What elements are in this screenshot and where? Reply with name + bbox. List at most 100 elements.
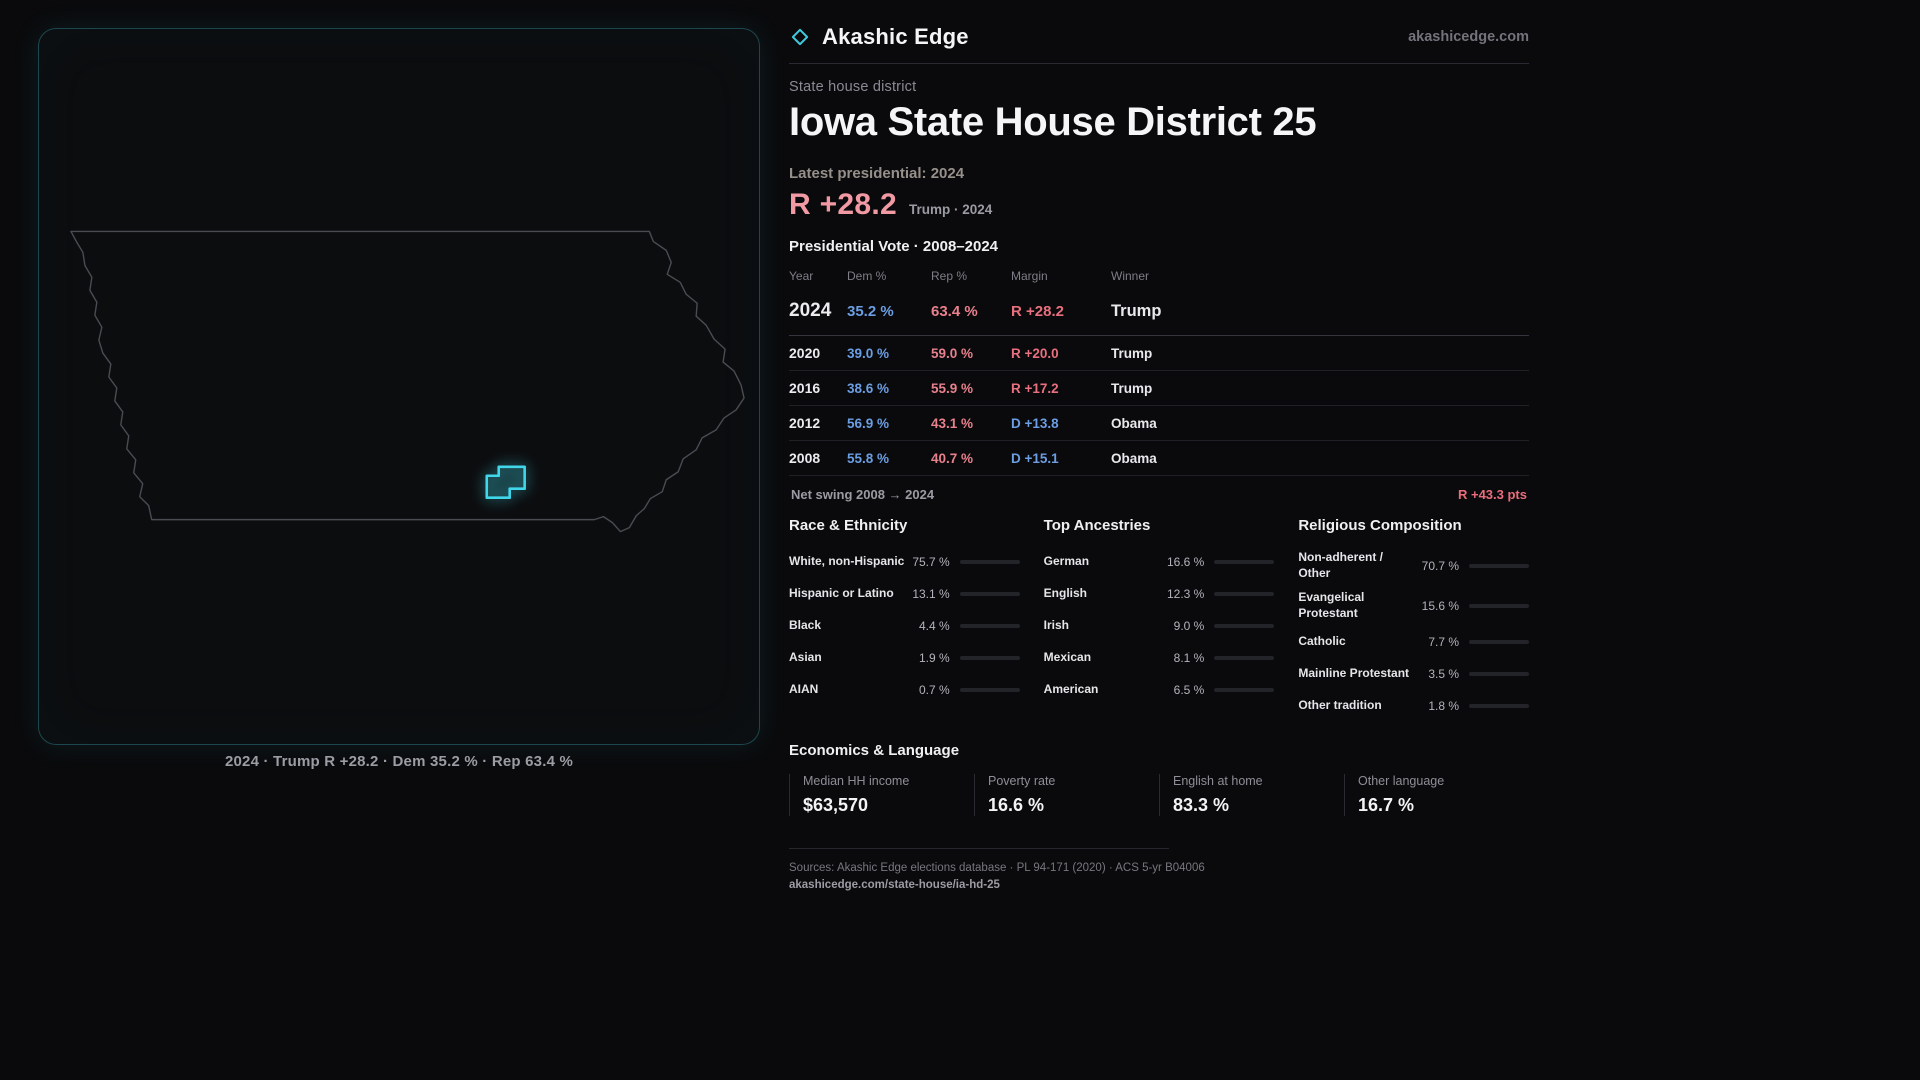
- religion-label: Other tradition: [1298, 698, 1382, 713]
- dem-cell: 55.8 %: [847, 451, 890, 466]
- vote-row-2024: 2024 35.2 % 63.4 % R +28.2 Trump: [789, 290, 1529, 336]
- race-value: 75.7 %: [912, 554, 950, 569]
- race-row: AIAN 0.7 %: [789, 678, 1020, 701]
- ancestries-column: Top Ancestries German 16.6 % English 12.…: [1044, 517, 1275, 726]
- religion-value: 15.6 %: [1421, 598, 1460, 613]
- ancestry-label: German: [1043, 553, 1090, 568]
- stat-english-at-home: English at home 83.3 %: [1159, 774, 1344, 817]
- religion-value: 1.8 %: [1428, 698, 1460, 713]
- ancestry-row: Irish 9.0 %: [1044, 614, 1275, 637]
- winner-cell: Obama: [1111, 416, 1157, 431]
- permalink-link[interactable]: akashicedge.com/state-house/ia-hd-25: [789, 879, 1000, 892]
- religion-bar: [1469, 671, 1530, 676]
- ancestry-bar: [1214, 687, 1275, 692]
- rep-cell: 55.9 %: [931, 381, 974, 396]
- religion-value: 70.7 %: [1421, 558, 1460, 573]
- race-label: White, non-Hispanic: [789, 553, 905, 568]
- rep-cell: 59.0 %: [931, 346, 974, 361]
- col-margin: Margin: [1011, 269, 1048, 283]
- stat-value: 16.6 %: [988, 795, 1045, 816]
- district-25-highlight: [485, 465, 526, 499]
- vote-table-title: Presidential Vote · 2008–2024: [789, 238, 999, 255]
- religion-bar: [1469, 603, 1530, 608]
- presidential-vote-table: Year Dem % Rep % Margin Winner 2024 35.2…: [789, 263, 1529, 476]
- ancestry-row: American 6.5 %: [1044, 678, 1275, 701]
- ancestry-bar: [1214, 655, 1275, 660]
- vote-row-2008: 2008 55.8 % 40.7 % D +15.1 Obama: [789, 441, 1529, 476]
- ancestry-row: Mexican 8.1 %: [1044, 646, 1275, 669]
- header: Akashic Edge akashicedge.com: [789, 24, 1529, 64]
- vote-row-2016: 2016 38.6 % 55.9 % R +17.2 Trump: [789, 371, 1529, 406]
- winner-cell: Trump: [1111, 381, 1153, 396]
- race-row: Black 4.4 %: [789, 614, 1020, 637]
- site-link[interactable]: akashicedge.com: [1408, 29, 1529, 45]
- diamond-logo-icon: [791, 28, 809, 46]
- religion-label: Non-adherent / Other: [1298, 550, 1384, 580]
- race-value: 0.7 %: [918, 682, 950, 697]
- headline-margin-row: R +28.2 Trump · 2024: [789, 188, 1529, 222]
- race-label: AIAN: [789, 681, 819, 696]
- map-caption: 2024 · Trump R +28.2 · Dem 35.2 % · Rep …: [224, 753, 574, 770]
- headline-margin-value: R +28.2: [789, 188, 898, 221]
- stat-label: Other language: [1358, 774, 1445, 789]
- stat-poverty-rate: Poverty rate 16.6 %: [974, 774, 1159, 817]
- stat-value: 83.3 %: [1173, 795, 1230, 816]
- stat-value: 16.7 %: [1358, 795, 1415, 816]
- stat-label: English at home: [1173, 774, 1263, 789]
- vote-row-2012: 2012 56.9 % 43.1 % D +13.8 Obama: [789, 406, 1529, 441]
- ancestry-bar: [1214, 559, 1275, 564]
- margin-cell: D +15.1: [1011, 451, 1059, 466]
- vote-table-header: Year Dem % Rep % Margin Winner: [789, 263, 1529, 290]
- ancestry-value: 12.3 %: [1166, 586, 1205, 601]
- ancestry-bar: [1214, 591, 1275, 596]
- religion-row: Non-adherent / Other 70.7 %: [1298, 550, 1530, 581]
- year-cell: 2024: [789, 300, 832, 321]
- margin-cell: R +28.2: [1011, 303, 1064, 320]
- race-bar: [959, 623, 1020, 628]
- iowa-state-outline: [70, 230, 745, 533]
- winner-cell: Obama: [1111, 451, 1157, 466]
- demographics-section: Race & Ethnicity White, non-Hispanic 75.…: [789, 517, 1530, 726]
- race-label: Hispanic or Latino: [789, 585, 894, 600]
- religion-column: Religious Composition Non-adherent / Oth…: [1298, 517, 1530, 726]
- race-bar: [959, 655, 1020, 660]
- race-row: Hispanic or Latino 13.1 %: [789, 582, 1020, 605]
- year-cell: 2020: [789, 345, 821, 361]
- race-ethnicity-column: Race & Ethnicity White, non-Hispanic 75.…: [789, 517, 1020, 726]
- religion-value: 3.5 %: [1428, 666, 1460, 681]
- ancestry-label: American: [1043, 681, 1099, 696]
- brand-name: Akashic Edge: [822, 24, 969, 49]
- winner-cell: Trump: [1111, 346, 1153, 361]
- religion-row: Evangelical Protestant 15.6 %: [1298, 590, 1530, 621]
- margin-cell: R +20.0: [1011, 346, 1059, 361]
- dem-cell: 39.0 %: [847, 346, 890, 361]
- dem-cell: 56.9 %: [847, 416, 890, 431]
- margin-cell: R +17.2: [1011, 381, 1059, 396]
- race-value: 13.1 %: [912, 586, 950, 601]
- religion-row: Mainline Protestant 3.5 %: [1298, 662, 1530, 685]
- col-winner: Winner: [1111, 269, 1150, 283]
- vote-row-2020: 2020 39.0 % 59.0 % R +20.0 Trump: [789, 336, 1529, 371]
- col-year: Year: [789, 269, 814, 283]
- net-swing-row: Net swing 2008 → 2024 R +43.3 pts: [789, 476, 1529, 502]
- sources-line: Sources: Akashic Edge elections database…: [789, 862, 1205, 875]
- religion-label: Catholic: [1298, 634, 1346, 649]
- ancestry-row: German 16.6 %: [1044, 550, 1275, 573]
- headline-margin-sub: Trump · 2024: [909, 202, 993, 217]
- ancestry-value: 6.5 %: [1173, 682, 1205, 697]
- ancestry-value: 8.1 %: [1173, 650, 1205, 665]
- race-row: White, non-Hispanic 75.7 %: [789, 550, 1020, 573]
- stat-median-income: Median HH income $63,570: [789, 774, 974, 817]
- race-row: Asian 1.9 %: [789, 646, 1020, 669]
- latest-presidential-label: Latest presidential: 2024: [789, 165, 965, 182]
- race-value: 4.4 %: [918, 618, 950, 633]
- winner-cell: Trump: [1111, 302, 1162, 320]
- rep-cell: 40.7 %: [931, 451, 974, 466]
- religion-title: Religious Composition: [1298, 517, 1462, 534]
- year-cell: 2012: [789, 415, 821, 431]
- net-swing-label: Net swing 2008 → 2024: [791, 487, 935, 502]
- year-cell: 2016: [789, 380, 821, 396]
- ancestry-row: English 12.3 %: [1044, 582, 1275, 605]
- district-detail-panel: Akashic Edge akashicedge.com State house…: [789, 24, 1530, 892]
